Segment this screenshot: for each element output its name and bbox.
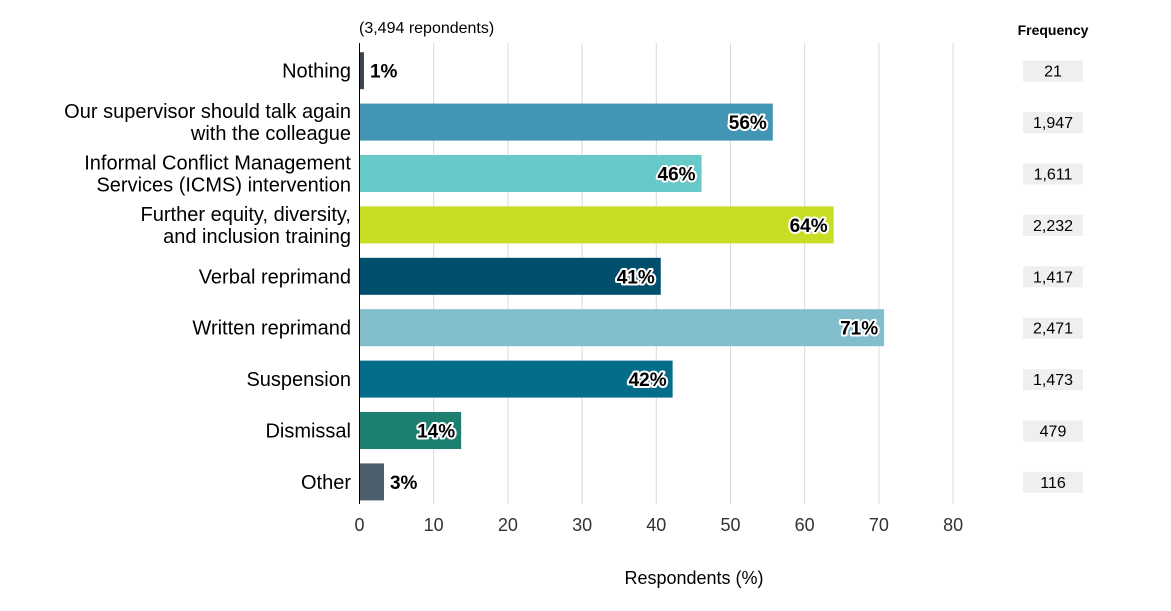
- bar: [359, 309, 885, 347]
- bar: [359, 103, 773, 141]
- frequency-box: [1023, 471, 1083, 493]
- frequency-value: 2,471: [1033, 321, 1073, 338]
- x-tick-label: 60: [795, 515, 815, 535]
- category-labels: Nothing Our supervisor should talk againw…: [64, 61, 351, 494]
- category-label: Further equity, diversity,: [141, 204, 351, 226]
- bar: [359, 463, 384, 501]
- frequency-value: 1,611: [1034, 167, 1073, 184]
- category-label: Written reprimand: [192, 318, 351, 340]
- bar: [359, 52, 364, 90]
- bar: [359, 360, 673, 398]
- category-label: and inclusion training: [163, 226, 351, 248]
- x-tick-label: 40: [646, 515, 666, 535]
- category-label: Services (ICMS) intervention: [96, 175, 351, 197]
- value-label: 46%: [658, 165, 696, 186]
- x-tick-label: 50: [720, 515, 740, 535]
- frequency-value: 1,473: [1033, 372, 1073, 389]
- category-label: Our supervisor should talk again: [64, 101, 351, 123]
- value-label: 42%: [629, 370, 667, 391]
- category-label: Suspension: [246, 369, 351, 391]
- x-tick-label: 10: [424, 515, 444, 535]
- category-label: Verbal reprimand: [199, 266, 351, 288]
- frequency-column: 21 1,947 1,611 2,232 1,417 2,471 1,473 479 116: [1023, 60, 1083, 493]
- value-label: 3%: [390, 473, 418, 494]
- frequency-value: 1,947: [1033, 115, 1073, 132]
- frequency-box: [1023, 163, 1083, 185]
- value-labels: 1% 56% 46% 64% 41% 71% 42% 14% 3%: [370, 62, 880, 494]
- x-tick-label: 0: [354, 515, 364, 535]
- bars: [359, 52, 885, 501]
- frequency-value: 21: [1044, 64, 1062, 81]
- x-tick-labels: 0 10 20 30 40 50 60 70 80: [354, 515, 963, 535]
- value-label: 1%: [370, 62, 398, 83]
- value-label: 56%: [729, 113, 767, 134]
- x-tick-label: 30: [572, 515, 592, 535]
- x-tick-label: 80: [943, 515, 963, 535]
- frequency-value: 116: [1040, 475, 1066, 492]
- frequency-box: [1023, 369, 1083, 391]
- x-axis-title: Respondents (%): [624, 568, 763, 588]
- frequency-box: [1023, 317, 1083, 339]
- value-label: 41%: [617, 267, 655, 288]
- value-label: 64%: [790, 216, 828, 237]
- bar: [359, 206, 834, 244]
- frequency-box: [1023, 60, 1083, 82]
- frequency-box: [1023, 420, 1083, 442]
- x-tick-label: 20: [498, 515, 518, 535]
- category-label: Nothing: [282, 61, 351, 83]
- category-label: with the colleague: [190, 123, 351, 145]
- frequency-header: Frequency: [1018, 22, 1089, 38]
- bar: [359, 155, 702, 192]
- value-label: 71%: [840, 319, 878, 340]
- frequency-box: [1023, 112, 1083, 134]
- value-label: 14%: [417, 422, 455, 443]
- frequency-value: 2,232: [1033, 218, 1073, 235]
- frequency-value: 479: [1040, 424, 1067, 441]
- category-label: Other: [301, 472, 351, 494]
- frequency-box: [1023, 266, 1083, 288]
- frequency-box: [1023, 214, 1083, 236]
- bar: [359, 412, 462, 449]
- frequency-value: 1,417: [1033, 269, 1073, 286]
- respondents-note: (3,494 repondents): [359, 20, 494, 37]
- bar: [359, 257, 661, 295]
- category-label: Informal Conflict Management: [84, 153, 351, 175]
- category-label: Dismissal: [265, 421, 351, 443]
- x-tick-label: 70: [869, 515, 889, 535]
